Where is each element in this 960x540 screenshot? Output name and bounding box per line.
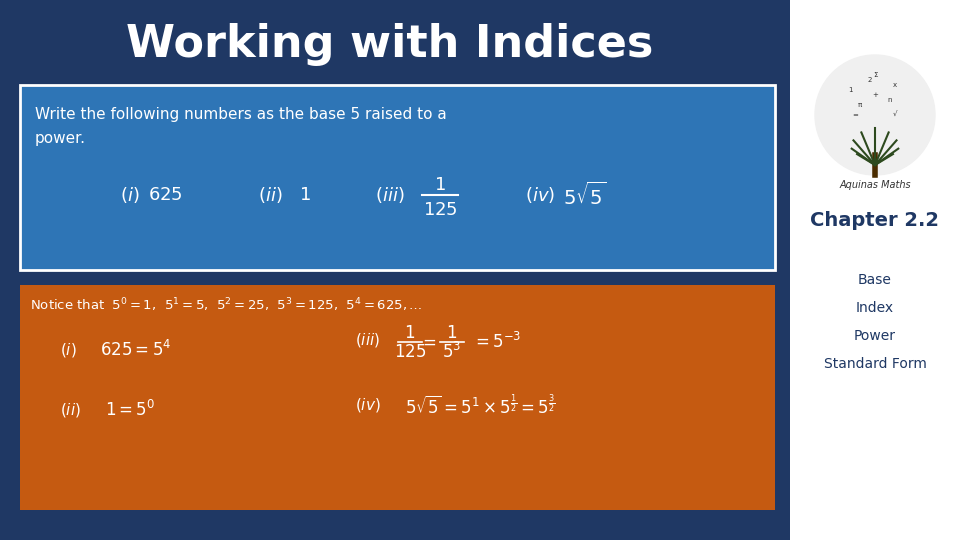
Text: Write the following numbers as the base 5 raised to a: Write the following numbers as the base … (35, 107, 446, 123)
Text: $5^3$: $5^3$ (443, 342, 462, 362)
Text: 2: 2 (868, 77, 873, 83)
Text: $= 5^{-3}$: $= 5^{-3}$ (472, 332, 521, 352)
Text: $5\sqrt{5} = 5^1 \times 5^{\frac{1}{2}} = 5^{\frac{3}{2}}$: $5\sqrt{5} = 5^1 \times 5^{\frac{1}{2}} … (405, 393, 556, 417)
Text: $625 = 5^4$: $625 = 5^4$ (100, 340, 172, 360)
Text: Aquinas Maths: Aquinas Maths (839, 180, 911, 190)
Text: $(iii)$: $(iii)$ (355, 331, 380, 349)
Text: Index: Index (856, 301, 894, 315)
Text: $=$: $=$ (420, 333, 437, 351)
Text: $5\sqrt{5}$: $5\sqrt{5}$ (564, 181, 607, 208)
Text: $1$: $1$ (404, 324, 416, 342)
Text: $125$: $125$ (394, 343, 426, 361)
Text: $1$: $1$ (446, 324, 458, 342)
Text: $(ii)$: $(ii)$ (258, 185, 282, 205)
Text: $(iv)$: $(iv)$ (355, 396, 381, 414)
FancyBboxPatch shape (20, 285, 775, 510)
Text: √: √ (893, 112, 898, 118)
Text: $(iii)$: $(iii)$ (375, 185, 405, 205)
Text: Base: Base (858, 273, 892, 287)
Text: Standard Form: Standard Form (824, 357, 926, 371)
Text: $1$: $1$ (434, 176, 445, 194)
Text: Notice that  $5^0 = 1$,  $5^1 = 5$,  $5^2 = 25$,  $5^3 = 125$,  $5^4 = 625,\ldot: Notice that $5^0 = 1$, $5^1 = 5$, $5^2 =… (30, 296, 422, 314)
Text: +: + (872, 92, 878, 98)
Text: $(i)$: $(i)$ (120, 185, 140, 205)
Circle shape (815, 55, 935, 175)
FancyBboxPatch shape (790, 0, 960, 540)
Text: Power: Power (854, 329, 896, 343)
Text: power.: power. (35, 131, 86, 145)
Text: $(iv)$: $(iv)$ (525, 185, 555, 205)
Text: Chapter 2.2: Chapter 2.2 (810, 211, 940, 229)
Text: n: n (888, 97, 892, 103)
Text: $(ii)$: $(ii)$ (60, 401, 81, 419)
Text: 1: 1 (848, 87, 852, 93)
Text: Σ: Σ (873, 72, 877, 78)
Text: x: x (893, 82, 897, 88)
FancyBboxPatch shape (20, 85, 775, 270)
Text: =: = (852, 112, 858, 118)
Text: $1$: $1$ (300, 186, 311, 204)
Text: $625$: $625$ (148, 186, 182, 204)
Text: $(i)$: $(i)$ (60, 341, 77, 359)
Text: $125$: $125$ (422, 201, 457, 219)
Text: Working with Indices: Working with Indices (127, 24, 654, 66)
Text: π: π (858, 102, 862, 108)
Text: $1 = 5^0$: $1 = 5^0$ (105, 400, 156, 420)
